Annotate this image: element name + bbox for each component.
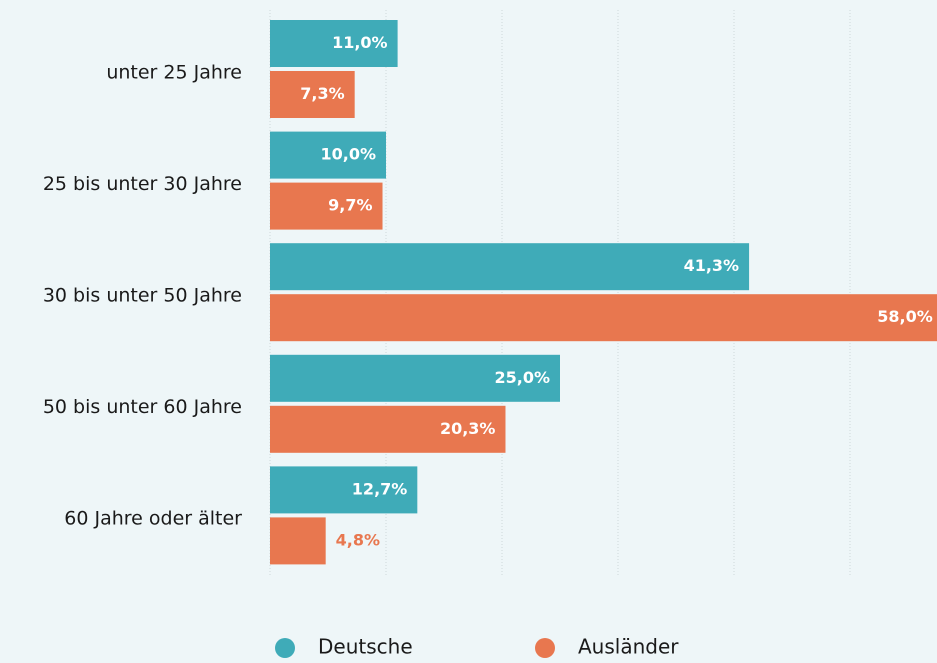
value-label: 58,0% bbox=[877, 307, 933, 326]
bar bbox=[270, 131, 386, 179]
value-label: 20,3% bbox=[440, 419, 496, 438]
bar bbox=[270, 182, 383, 230]
bar bbox=[270, 354, 560, 402]
category-label: 30 bis unter 50 Jahre bbox=[43, 285, 242, 307]
category-label: 25 bis unter 30 Jahre bbox=[43, 173, 242, 195]
bar bbox=[270, 243, 750, 291]
bar bbox=[270, 405, 506, 453]
legend-label: Ausländer bbox=[578, 635, 679, 659]
legend-label: Deutsche bbox=[318, 635, 413, 659]
category-label: 50 bis unter 60 Jahre bbox=[43, 396, 242, 418]
legend-marker bbox=[275, 638, 295, 658]
value-label: 11,0% bbox=[332, 33, 388, 52]
value-label: 25,0% bbox=[494, 368, 550, 387]
value-label: 4,8% bbox=[336, 530, 380, 549]
bar bbox=[270, 71, 355, 118]
bar bbox=[270, 517, 326, 565]
value-label: 12,7% bbox=[352, 479, 408, 498]
category-label: 60 Jahre oder älter bbox=[64, 508, 242, 530]
value-label: 41,3% bbox=[684, 256, 740, 275]
legend-marker bbox=[535, 638, 555, 658]
bar bbox=[270, 294, 937, 342]
bar bbox=[270, 20, 398, 67]
value-label: 9,7% bbox=[328, 196, 372, 215]
value-label: 7,3% bbox=[300, 84, 344, 103]
category-label: unter 25 Jahre bbox=[106, 61, 242, 83]
value-label: 10,0% bbox=[320, 145, 376, 164]
bar bbox=[270, 466, 418, 514]
